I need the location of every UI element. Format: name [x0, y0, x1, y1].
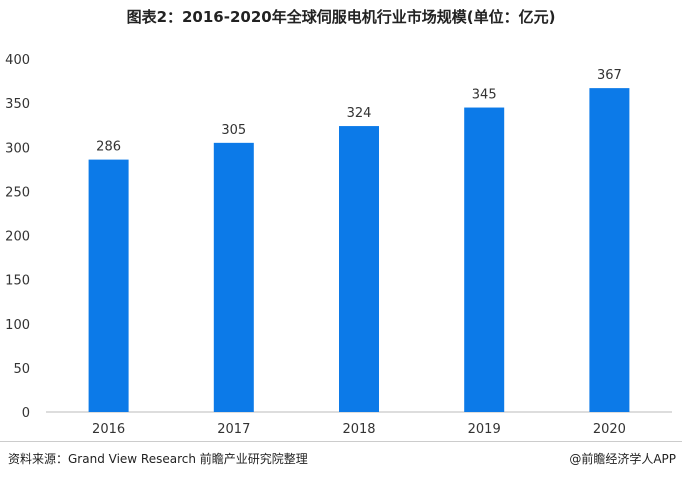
bar	[589, 88, 630, 412]
y-tick-label: 100	[5, 318, 30, 333]
bars: 286 305 324 345 367	[88, 68, 630, 412]
chart-title: 图表2：2016-2020年全球伺服电机行业市场规模(单位：亿元)	[126, 8, 556, 26]
bar-value-label: 305	[221, 123, 246, 138]
bar-value-label: 367	[597, 68, 622, 83]
y-axis-ticks: 0 50 100 150 200 250 300 350 400	[5, 53, 30, 421]
bar	[88, 159, 129, 412]
y-tick-label: 350	[5, 97, 30, 112]
y-tick-label: 50	[13, 362, 30, 377]
bar	[339, 126, 379, 412]
bar-value-label: 345	[472, 88, 497, 103]
bar-value-label: 324	[347, 106, 372, 121]
y-tick-label: 150	[5, 274, 30, 289]
y-tick-label: 0	[22, 406, 30, 421]
bar-value-label: 286	[96, 140, 121, 155]
y-tick-label: 200	[5, 230, 30, 245]
y-tick-label: 400	[5, 53, 30, 68]
brand-credit: @前瞻经济学人APP	[569, 452, 676, 466]
bar	[213, 142, 254, 412]
x-axis-ticks: 2016 2017 2018 2019 2020	[92, 422, 626, 437]
bar-chart: 0 50 100 150 200 250 300 350 400 286 305 324 345 367…	[5, 53, 672, 437]
x-tick-label: 2017	[217, 422, 250, 437]
y-tick-label: 250	[5, 185, 30, 200]
y-tick-label: 300	[5, 141, 30, 156]
x-tick-label: 2020	[593, 422, 626, 437]
bar	[464, 107, 505, 412]
x-tick-label: 2016	[92, 422, 125, 437]
x-tick-label: 2019	[468, 422, 501, 437]
source-note: 资料来源：Grand View Research 前瞻产业研究院整理	[8, 452, 308, 466]
footer-divider	[0, 441, 682, 442]
x-tick-label: 2018	[342, 422, 375, 437]
